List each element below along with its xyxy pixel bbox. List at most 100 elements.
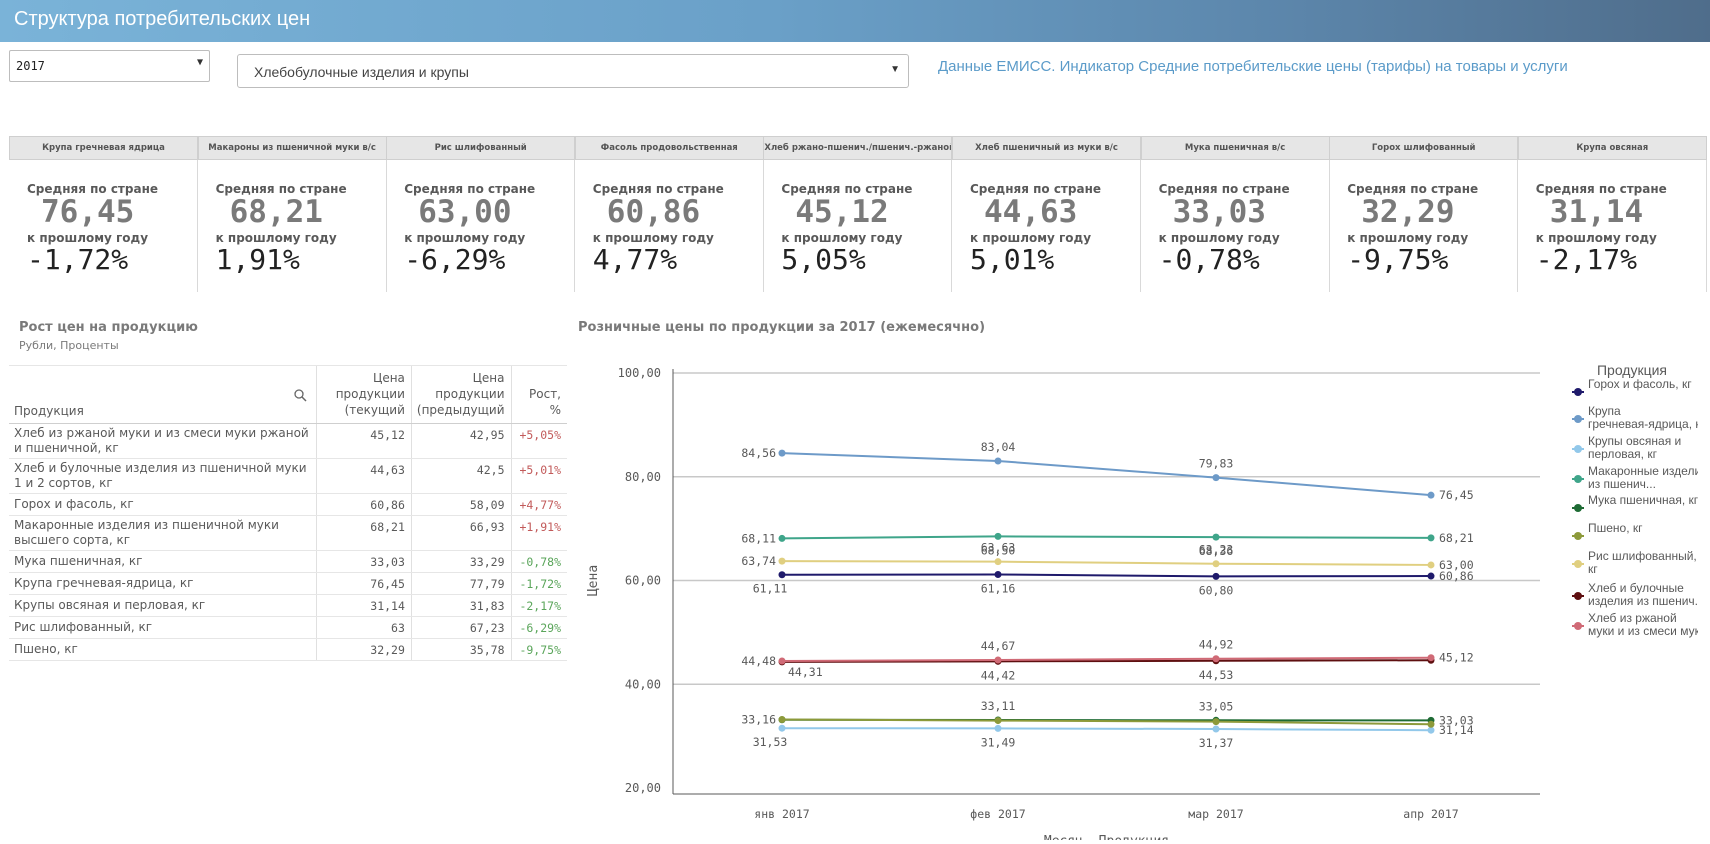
kpi-divider [1328,160,1330,292]
cell-growth: +1,91% [510,515,567,551]
kpi-card[interactable]: Крупа овсяная Средняя по стране 31,14 к про… [1517,136,1707,292]
data-label: 44,67 [981,639,1016,653]
kpi-card-title: Макароны из пшеничной муки в/с [197,136,387,160]
data-label: 31,53 [753,735,788,749]
data-point [994,532,1002,540]
kpi-yoy-label: к прошлому году [27,231,149,245]
kpi-yoy-label: к прошлому году [1535,231,1657,245]
data-label: 33,05 [1199,699,1234,713]
app-header: Структура потребительских цен [0,0,1710,42]
series-line [781,573,1432,578]
category-select[interactable]: Хлебобулочные изделия и крупы ▼ [237,54,909,88]
kpi-card[interactable]: Мука пшеничная в/с Средняя по стране 33,03… [1140,136,1330,292]
series-line [781,727,1432,732]
kpi-divider [197,160,198,292]
table-row[interactable]: Хлеб и булочные изделия из пшеничной мук… [9,458,567,494]
legend-label: Крупа [1588,404,1621,418]
chevron-down-icon: ▼ [890,64,900,75]
kpi-card[interactable]: Крупа гречневая ядрица Средняя по стране 7… [9,136,198,292]
kpi-yoy-value: 4,77% [592,243,678,276]
y-tick-label: 100,00 [618,366,661,380]
data-point [994,717,1002,725]
kpi-card-title: Рис шлифованный [386,136,576,160]
col-header-growth[interactable]: Рост, % [510,365,567,424]
year-select[interactable]: 2017 ▼ [9,50,210,82]
series-line [781,560,1432,566]
data-label: 44,48 [741,654,776,668]
data-label: 44,53 [1199,668,1234,682]
table-row[interactable]: Хлеб из ржаной муки и из смеси муки ржан… [9,423,567,459]
table-row[interactable]: Макаронные изделия из пшеничной муки выс… [9,515,567,551]
data-point [1212,655,1220,663]
table-row[interactable]: Крупы овсяная и перловая, кг 31,14 31,83 -2… [9,594,567,617]
legend-label: Пшено, кг [1588,521,1643,535]
cell-growth: -0,78% [510,550,567,573]
kpi-card[interactable]: Хлеб ржано-пшенич./пшенич.-ржаной Средняя… [763,136,953,292]
col-header-current-price[interactable]: Цена продукции (текущий [316,365,412,424]
table-row[interactable]: Мука пшеничная, кг 33,03 33,29 -0,78% [9,550,567,573]
kpi-avg-label: Средняя по стране [1347,182,1479,196]
col-header-previous-price[interactable]: Цена продукции (предыдущий [410,365,511,424]
legend-title: Продукция [1597,362,1667,378]
legend-label: Макаронные изделия [1588,464,1698,478]
table-row[interactable]: Горох и фасоль, кг 60,86 58,09 +4,77% [9,493,567,516]
cell-current-price: 44,63 [316,458,412,494]
cell-growth: +5,05% [510,423,567,459]
legend-label: гречневая-ядрица, кг [1588,417,1698,431]
data-point [1427,561,1435,569]
kpi-avg-label: Средняя по стране [404,182,536,196]
legend-swatch-marker [1574,445,1582,453]
kpi-avg-value: 68,21 [229,194,323,230]
cell-current-price: 32,29 [316,638,412,661]
kpi-card[interactable]: Хлеб пшеничный из муки в/с Средняя по стр… [952,136,1141,292]
data-point [1427,534,1435,542]
kpi-divider [762,160,764,292]
kpi-avg-label: Средняя по стране [781,182,913,196]
kpi-yoy-value: -1,72% [27,243,129,276]
kpi-avg-label: Средняя по стране [215,182,347,196]
kpi-card-title: Мука пшеничная в/с [1140,136,1330,160]
data-label: 76,45 [1439,488,1474,502]
table-row[interactable]: Пшено, кг 32,29 35,78 -9,75% [9,638,567,661]
data-point [778,571,786,579]
data-point [1212,718,1220,726]
legend-swatch-marker [1574,622,1582,630]
y-tick-label: 20,00 [625,781,661,795]
legend-label: Рис шлифованный, [1588,549,1697,563]
legend-label: из пшенич... [1588,477,1656,491]
col-header-product[interactable]: Продукция [9,365,317,424]
kpi-card-title: Хлеб ржано-пшенич./пшенич.-ржаной [763,136,953,160]
cell-current-price: 76,45 [316,572,412,595]
data-label: 63,23 [1199,543,1234,557]
kpi-divider [1705,160,1707,292]
kpi-avg-label: Средняя по стране [1535,182,1667,196]
kpi-yoy-label: к прошлому году [970,231,1092,245]
cell-product: Хлеб и булочные изделия из пшеничной мук… [9,458,317,494]
cell-previous-price: 35,78 [410,638,511,661]
data-label: 44,92 [1199,638,1234,652]
data-point [994,457,1002,465]
data-point [1427,572,1435,580]
data-label: 44,31 [788,665,823,679]
data-label: 31,14 [1439,723,1474,737]
search-icon[interactable] [293,388,307,402]
data-label: 33,16 [741,713,776,727]
table-row[interactable]: Рис шлифованный, кг 63 67,23 -6,29% [9,616,567,639]
kpi-avg-label: Средняя по стране [592,182,724,196]
legend-label: изделия из пшенич... [1588,594,1698,608]
kpi-avg-value: 45,12 [795,194,889,230]
kpi-yoy-label: к прошлому году [404,231,526,245]
kpi-card-title: Горох шлифованный [1329,136,1519,160]
category-select-value: Хлебобулочные изделия и крупы [254,64,469,80]
x-tick-label: апр 2017 [1403,807,1458,821]
kpi-card[interactable]: Макароны из пшеничной муки в/с Средняя по… [197,136,387,292]
kpi-yoy-value: -2,17% [1535,243,1637,276]
kpi-card[interactable]: Фасоль продовольственная Средняя по стран… [574,136,764,292]
kpi-card[interactable]: Горох шлифованный Средняя по стране 32,29 к… [1329,136,1519,292]
table-subtitle: Рубли, Проценты [19,339,119,352]
x-tick-label: янв 2017 [754,807,809,821]
table-row[interactable]: Крупа гречневая-ядрица, кг 76,45 77,79 -1,7… [9,572,567,595]
cell-previous-price: 31,83 [410,594,511,617]
kpi-card[interactable]: Рис шлифованный Средняя по стране 63,00 к п… [386,136,576,292]
cell-current-price: 31,14 [316,594,412,617]
